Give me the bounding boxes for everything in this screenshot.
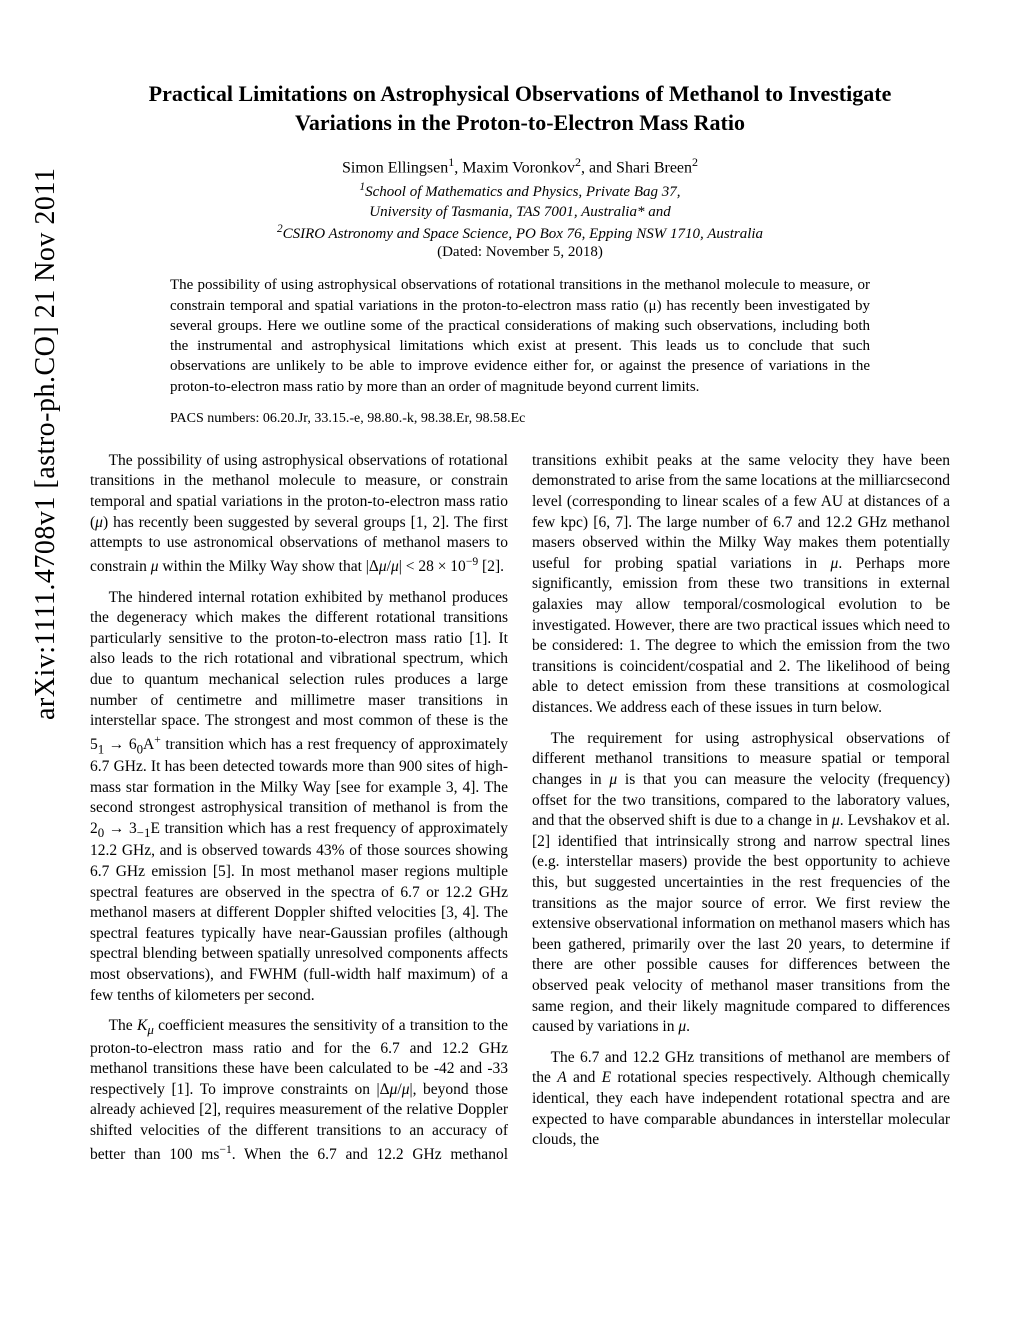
pacs-numbers: PACS numbers: 06.20.Jr, 33.15.-e, 98.80.… — [170, 411, 870, 427]
body-columns: The possibility of using astrophysical o… — [90, 451, 950, 1166]
affiliation-3: 2CSIRO Astronomy and Space Science, PO B… — [90, 222, 950, 244]
body-para-2: The hindered internal rotation exhibited… — [90, 588, 508, 1007]
paper-page: Practical Limitations on Astrophysical O… — [0, 0, 1020, 1205]
body-para-1: The possibility of using astrophysical o… — [90, 451, 508, 578]
dated-line: (Dated: November 5, 2018) — [90, 244, 950, 261]
abstract: The possibility of using astrophysical o… — [170, 275, 870, 397]
authors-line: Simon Ellingsen1, Maxim Voronkov2, and S… — [90, 155, 950, 177]
affiliation-2: University of Tasmania, TAS 7001, Austra… — [90, 202, 950, 222]
body-para-4: The requirement for using astrophysical … — [532, 729, 950, 1038]
paper-title: Practical Limitations on Astrophysical O… — [130, 80, 910, 137]
body-para-5: The 6.7 and 12.2 GHz transitions of meth… — [532, 1048, 950, 1151]
affiliation-1: 1School of Mathematics and Physics, Priv… — [90, 180, 950, 202]
